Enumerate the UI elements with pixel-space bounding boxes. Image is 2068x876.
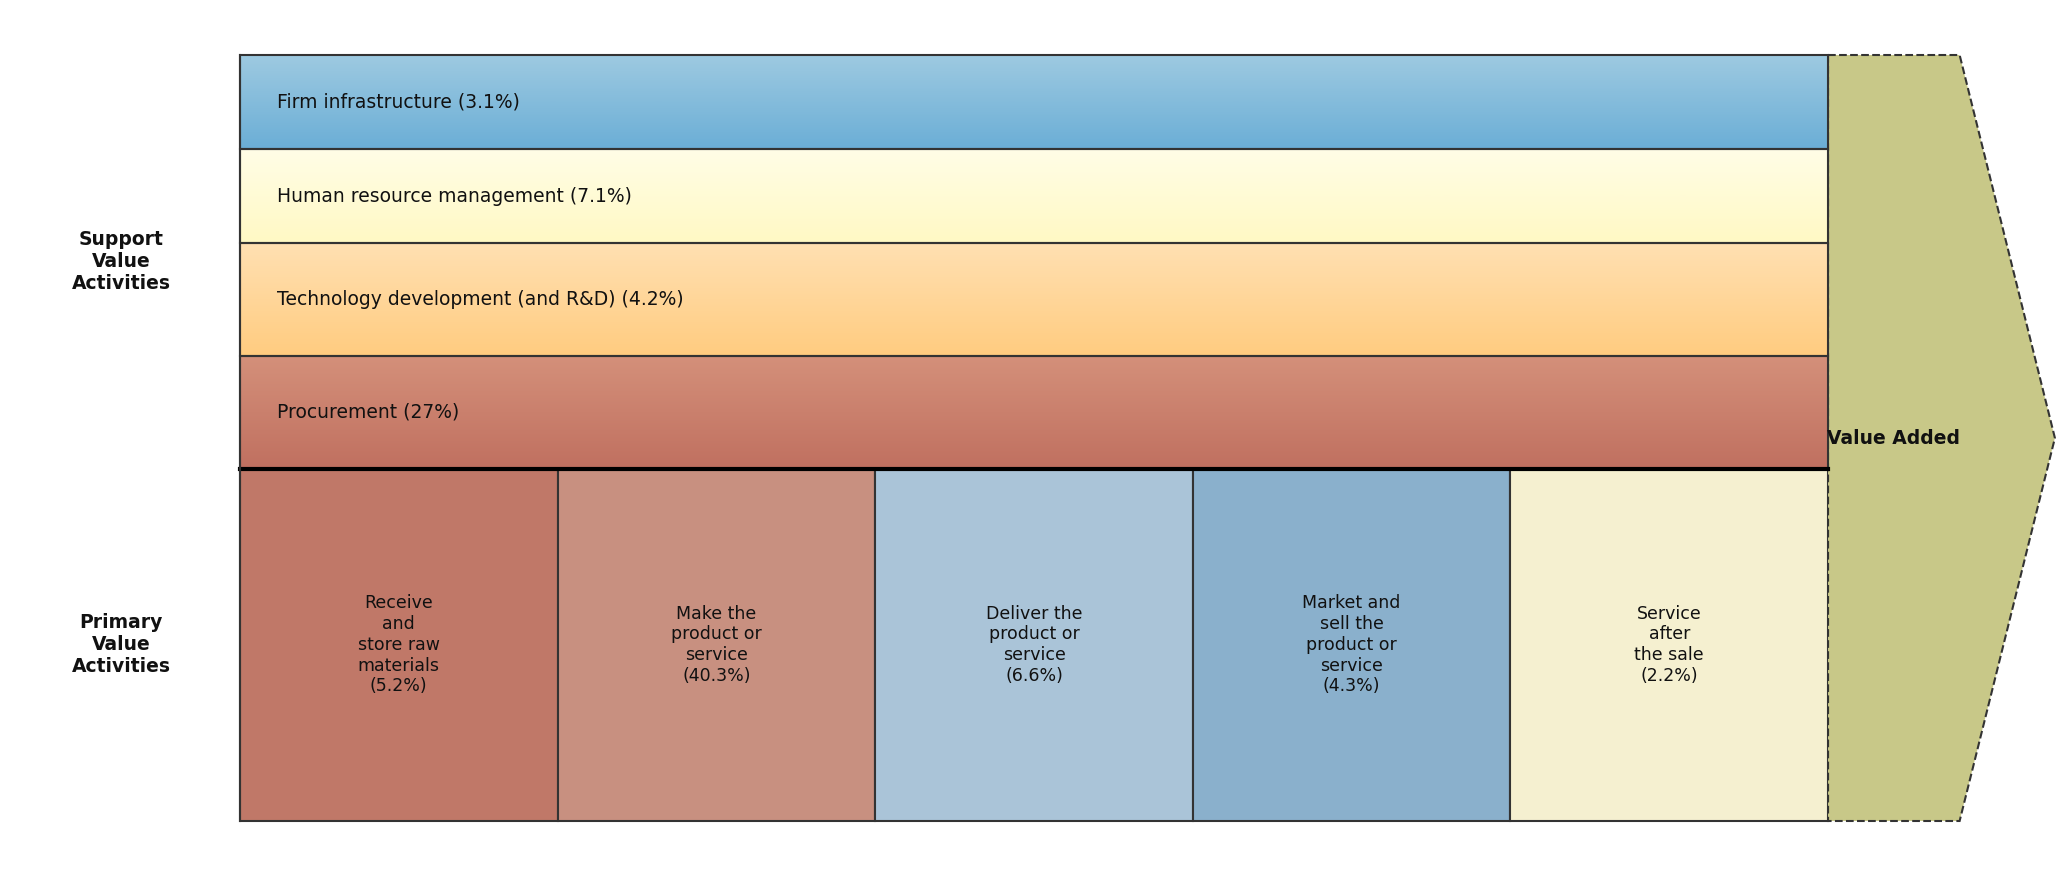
Text: Technology development (and R&D) (4.2%): Technology development (and R&D) (4.2%)	[277, 290, 685, 309]
Text: Procurement (27%): Procurement (27%)	[277, 403, 459, 421]
Text: Deliver the
product or
service
(6.6%): Deliver the product or service (6.6%)	[986, 604, 1082, 685]
Text: Support
Value
Activities: Support Value Activities	[72, 230, 172, 293]
Bar	[875, 469, 1193, 821]
Text: Value Added: Value Added	[1828, 428, 1960, 448]
Text: Human resource management (7.1%): Human resource management (7.1%)	[277, 187, 633, 206]
Text: Firm infrastructure (3.1%): Firm infrastructure (3.1%)	[277, 93, 519, 111]
Bar	[240, 149, 1828, 243]
Polygon shape	[1828, 55, 2056, 821]
Bar	[240, 55, 1828, 149]
Text: Service
after
the sale
(2.2%): Service after the sale (2.2%)	[1634, 604, 1704, 685]
Text: Make the
product or
service
(40.3%): Make the product or service (40.3%)	[670, 604, 761, 685]
Text: Primary
Value
Activities: Primary Value Activities	[72, 613, 172, 676]
Bar	[240, 243, 1828, 356]
Bar	[240, 469, 558, 821]
Bar	[1510, 469, 1828, 821]
Bar	[240, 356, 1828, 469]
Bar	[1193, 469, 1510, 821]
Bar	[558, 469, 875, 821]
Text: Market and
sell the
product or
service
(4.3%): Market and sell the product or service (…	[1303, 594, 1400, 696]
Text: Receive
and
store raw
materials
(5.2%): Receive and store raw materials (5.2%)	[358, 594, 440, 696]
